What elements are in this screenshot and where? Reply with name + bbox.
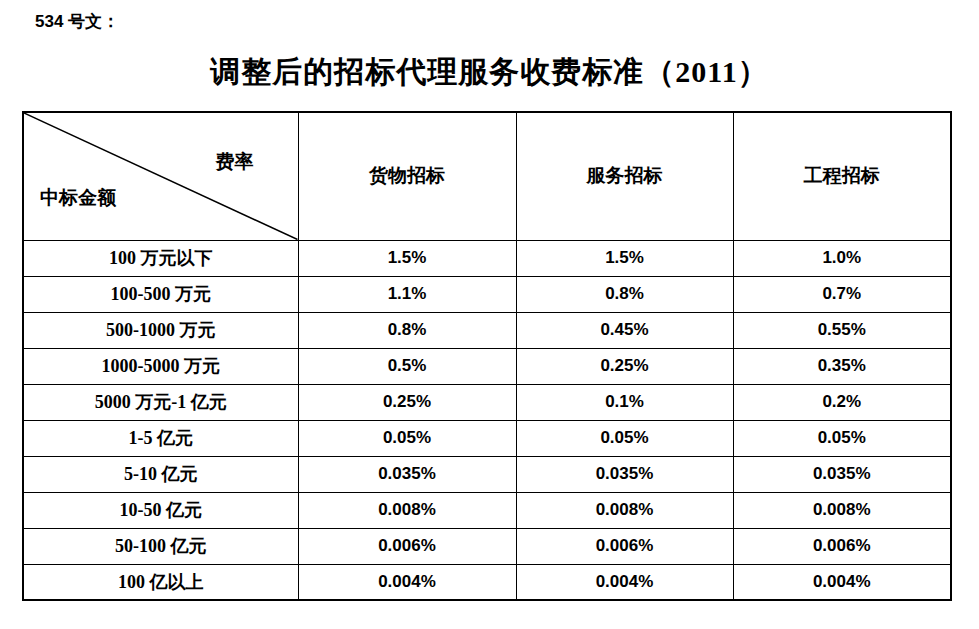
table-row: 100-500 万元 1.1% 0.8% 0.7% [23, 276, 951, 312]
row-label-cell: 500-1000 万元 [23, 312, 298, 348]
fee-value-cell: 0.008% [733, 492, 951, 528]
fee-value-cell: 1.5% [516, 240, 733, 276]
row-label-cell: 5-10 亿元 [23, 456, 298, 492]
fee-value-cell: 0.035% [733, 456, 951, 492]
fee-table: 费率 中标金额 货物招标 服务招标 工程招标 100 万元以下 1.5% 1.5… [22, 111, 952, 601]
row-label-cell: 100 万元以下 [23, 240, 298, 276]
fee-value-cell: 0.8% [298, 312, 516, 348]
fee-value-cell: 0.008% [298, 492, 516, 528]
row-label-cell: 100 亿以上 [23, 564, 298, 600]
fee-value-cell: 0.004% [733, 564, 951, 600]
column-header-engineering: 工程招标 [733, 112, 951, 240]
fee-value-cell: 0.006% [516, 528, 733, 564]
row-label-cell: 10-50 亿元 [23, 492, 298, 528]
row-label-cell: 1000-5000 万元 [23, 348, 298, 384]
fee-value-cell: 0.05% [733, 420, 951, 456]
fee-value-cell: 0.008% [516, 492, 733, 528]
corner-header-cell: 费率 中标金额 [23, 112, 298, 240]
corner-amount-label: 中标金额 [40, 185, 116, 211]
page-title: 调整后的招标代理服务收费标准（2011） [0, 52, 979, 93]
fee-value-cell: 0.004% [298, 564, 516, 600]
fee-value-cell: 1.5% [298, 240, 516, 276]
column-header-goods: 货物招标 [298, 112, 516, 240]
fee-value-cell: 0.035% [516, 456, 733, 492]
corner-rate-label: 费率 [216, 149, 254, 175]
fee-value-cell: 0.006% [298, 528, 516, 564]
fee-value-cell: 0.8% [516, 276, 733, 312]
table-row: 100 亿以上 0.004% 0.004% 0.004% [23, 564, 951, 600]
diagonal-line [24, 113, 298, 240]
fee-value-cell: 0.25% [516, 348, 733, 384]
fee-value-cell: 0.2% [733, 384, 951, 420]
fee-value-cell: 0.006% [733, 528, 951, 564]
fee-value-cell: 0.05% [516, 420, 733, 456]
table-row: 1000-5000 万元 0.5% 0.25% 0.35% [23, 348, 951, 384]
fee-value-cell: 0.004% [516, 564, 733, 600]
table-row: 5000 万元-1 亿元 0.25% 0.1% 0.2% [23, 384, 951, 420]
table-row: 10-50 亿元 0.008% 0.008% 0.008% [23, 492, 951, 528]
fee-value-cell: 1.0% [733, 240, 951, 276]
row-label-cell: 1-5 亿元 [23, 420, 298, 456]
fee-value-cell: 0.35% [733, 348, 951, 384]
column-header-services: 服务招标 [516, 112, 733, 240]
fee-value-cell: 0.05% [298, 420, 516, 456]
fee-value-cell: 0.1% [516, 384, 733, 420]
fee-value-cell: 0.45% [516, 312, 733, 348]
table-row: 5-10 亿元 0.035% 0.035% 0.035% [23, 456, 951, 492]
row-label-cell: 5000 万元-1 亿元 [23, 384, 298, 420]
doc-number: 534 号文： [35, 10, 119, 33]
header-row: 费率 中标金额 货物招标 服务招标 工程招标 [23, 112, 951, 240]
fee-value-cell: 0.5% [298, 348, 516, 384]
fee-value-cell: 0.7% [733, 276, 951, 312]
table-row: 50-100 亿元 0.006% 0.006% 0.006% [23, 528, 951, 564]
table-row: 1-5 亿元 0.05% 0.05% 0.05% [23, 420, 951, 456]
fee-value-cell: 0.035% [298, 456, 516, 492]
row-label-cell: 50-100 亿元 [23, 528, 298, 564]
document-page: 534 号文： 调整后的招标代理服务收费标准（2011） 费率 中标金额 货物招… [0, 0, 979, 629]
row-label-cell: 100-500 万元 [23, 276, 298, 312]
fee-value-cell: 1.1% [298, 276, 516, 312]
table-row: 100 万元以下 1.5% 1.5% 1.0% [23, 240, 951, 276]
table-row: 500-1000 万元 0.8% 0.45% 0.55% [23, 312, 951, 348]
fee-value-cell: 0.25% [298, 384, 516, 420]
fee-value-cell: 0.55% [733, 312, 951, 348]
